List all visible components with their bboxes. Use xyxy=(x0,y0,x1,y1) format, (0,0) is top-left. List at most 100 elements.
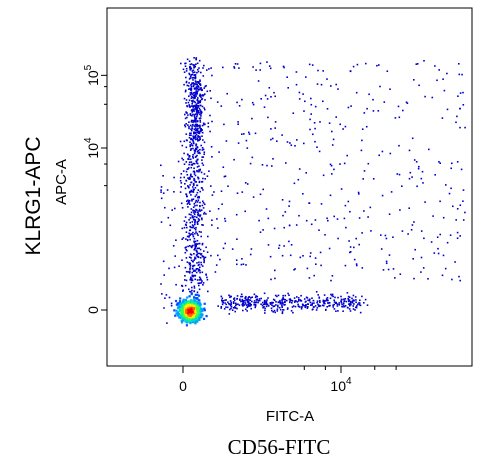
event-dot xyxy=(190,259,193,262)
event-dot xyxy=(194,293,197,296)
event-dot xyxy=(192,216,194,219)
event-dot xyxy=(182,170,185,172)
event-dot xyxy=(262,229,264,231)
event-dot xyxy=(185,170,188,173)
event-dot xyxy=(190,189,192,192)
event-dot xyxy=(342,302,345,304)
event-dot xyxy=(247,301,250,304)
event-dot xyxy=(250,307,252,310)
event-dot xyxy=(189,178,191,180)
event-dot xyxy=(197,127,199,130)
event-dot xyxy=(262,301,264,304)
event-dot xyxy=(347,297,349,300)
event-dot xyxy=(189,268,191,270)
event-dot xyxy=(346,154,348,157)
event-dot xyxy=(191,289,193,292)
event-dot xyxy=(217,227,219,229)
event-dot xyxy=(448,192,451,195)
event-dot xyxy=(349,310,352,312)
event-dot xyxy=(192,218,195,221)
event-dot xyxy=(191,310,194,314)
event-dot xyxy=(179,140,182,143)
event-dot xyxy=(173,266,176,269)
outer-y-label: KLRG1-APC xyxy=(22,136,45,255)
event-dot xyxy=(456,208,459,210)
event-dot xyxy=(163,307,165,309)
event-dot xyxy=(248,302,250,305)
event-dot xyxy=(193,259,195,261)
event-dot xyxy=(190,95,193,98)
event-dot xyxy=(211,224,213,226)
event-dot xyxy=(190,128,192,130)
event-dot xyxy=(244,182,247,184)
event-dot xyxy=(290,244,293,246)
event-dot xyxy=(178,265,180,267)
event-dot xyxy=(424,201,426,203)
event-dot xyxy=(398,116,401,119)
event-dot xyxy=(198,181,201,184)
event-dot xyxy=(344,125,347,128)
event-dot xyxy=(276,308,279,310)
event-dot xyxy=(185,70,188,72)
event-dot xyxy=(233,299,236,302)
event-dot xyxy=(197,110,200,112)
event-dot xyxy=(333,299,335,302)
event-dot xyxy=(192,108,194,110)
event-dot xyxy=(194,147,197,150)
event-dot xyxy=(356,305,358,307)
event-dot xyxy=(267,244,270,246)
event-dot xyxy=(185,180,188,182)
event-dot xyxy=(236,297,238,300)
event-dot xyxy=(188,219,190,221)
event-dot xyxy=(194,75,197,78)
event-dot xyxy=(259,69,261,71)
event-dot xyxy=(196,253,198,256)
event-dot xyxy=(355,301,357,303)
event-dot xyxy=(187,313,190,316)
event-dot xyxy=(360,149,363,152)
event-dot xyxy=(254,296,257,299)
event-dot xyxy=(182,298,185,301)
event-dot xyxy=(316,300,319,302)
event-dot xyxy=(363,302,365,304)
event-dot xyxy=(253,300,256,302)
event-dot xyxy=(402,109,404,112)
event-dot xyxy=(190,83,193,86)
event-dot xyxy=(185,238,187,240)
event-dot xyxy=(354,309,356,311)
event-dot xyxy=(289,142,291,144)
event-dot xyxy=(191,318,195,322)
event-dot xyxy=(193,290,195,293)
event-dot xyxy=(195,124,198,126)
event-dot xyxy=(203,173,206,175)
event-dot xyxy=(322,70,324,72)
event-dot xyxy=(189,77,192,79)
event-dot xyxy=(341,305,343,308)
event-dot xyxy=(199,111,202,113)
event-dot xyxy=(194,297,197,300)
event-dot xyxy=(200,110,203,113)
event-dot xyxy=(199,210,202,212)
event-dot xyxy=(188,199,191,202)
event-dot xyxy=(188,99,191,102)
event-dot xyxy=(330,293,332,296)
event-dot xyxy=(190,194,192,196)
event-dot xyxy=(289,301,291,304)
event-dot xyxy=(194,123,197,126)
event-dot xyxy=(195,105,198,107)
event-dot xyxy=(207,122,210,124)
event-dot xyxy=(193,173,196,175)
event-dot xyxy=(245,139,248,142)
event-dot xyxy=(188,263,191,266)
event-dot xyxy=(284,303,286,306)
event-dot xyxy=(195,144,197,147)
event-dot xyxy=(269,67,272,70)
event-dot xyxy=(430,241,433,243)
event-dot xyxy=(286,141,289,143)
event-dot xyxy=(188,134,191,136)
event-dot xyxy=(332,306,334,308)
event-dot xyxy=(339,163,341,165)
event-dot xyxy=(399,209,401,211)
event-dot xyxy=(200,88,203,91)
event-dot xyxy=(202,255,204,258)
